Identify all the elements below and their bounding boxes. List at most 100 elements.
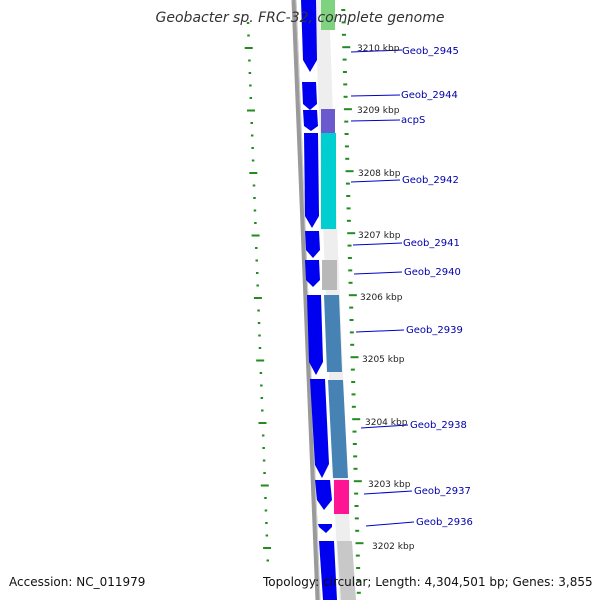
gc-dot (247, 109, 256, 112)
gc-dot (252, 184, 256, 187)
cds-arrow (305, 231, 320, 258)
cog-block (321, 0, 335, 30)
leader-lines (350, 49, 415, 527)
gc-dot (256, 284, 259, 287)
cog-block (334, 480, 349, 514)
leader-line (350, 119, 401, 122)
map-title: Geobacter sp. FRC-32, complete genome (155, 10, 445, 26)
gc-dot (257, 322, 261, 324)
accession-label: Accession: NC_011979 (9, 575, 146, 589)
leader-line (365, 521, 415, 527)
kbp-label: 3206 kbp (360, 293, 403, 303)
gc-dot (262, 459, 266, 462)
gene-label[interactable]: Geob_2944 (401, 90, 458, 101)
gc-dot (253, 197, 256, 199)
gc-dot (263, 547, 272, 549)
gc-dot (263, 472, 266, 474)
cog-block (321, 109, 335, 133)
cds-arrow (307, 295, 323, 375)
scale-ticks (341, 9, 364, 594)
forward-strand-track (301, 0, 337, 600)
cds-arrow (319, 541, 337, 600)
gc-dot (259, 372, 263, 374)
gc-dot (260, 484, 269, 487)
gc-dot (244, 47, 253, 49)
kbp-label: 3209 kbp (357, 106, 400, 116)
gc-dot (262, 447, 265, 449)
cog-block (321, 133, 336, 229)
cog-block (322, 260, 337, 290)
gene-label[interactable]: Geob_2936 (416, 517, 473, 528)
gc-dot (261, 434, 265, 437)
gc-dot (266, 559, 270, 562)
gene-label[interactable]: acpS (401, 115, 425, 126)
topology-summary: Topology: circular; Length: 4,304,501 bp… (263, 575, 593, 589)
leader-line (350, 49, 403, 53)
gc-dot (255, 259, 259, 262)
cds-arrow (305, 260, 320, 287)
leader-line (360, 424, 409, 429)
gc-dot (255, 247, 258, 249)
gc-dot (258, 422, 267, 424)
gene-label[interactable]: Geob_2938 (410, 420, 467, 431)
gc-dot (249, 97, 253, 99)
leader-line (363, 490, 413, 495)
cog-track (321, 0, 356, 600)
leader-line (350, 94, 401, 97)
cds-arrow (302, 82, 317, 110)
gc-dot (251, 234, 260, 237)
gc-dot (249, 84, 252, 87)
gc-dot (260, 384, 263, 387)
kbp-label: 3205 kbp (362, 355, 405, 365)
kbp-label: 3203 kbp (368, 480, 411, 490)
gene-label[interactable]: Geob_2940 (404, 267, 461, 278)
gene-label[interactable]: Geob_2942 (402, 175, 459, 186)
gc-dot (256, 359, 265, 362)
gc-dot (251, 147, 254, 149)
gc-dot (246, 22, 250, 24)
cog-block (337, 541, 356, 600)
cds-arrow (318, 524, 332, 533)
kbp-label: 3204 kbp (365, 418, 408, 428)
kbp-label: 3207 kbp (358, 231, 401, 241)
gene-labels: Geob_2945 Geob_2944 acpS Geob_2942 Geob_… (401, 46, 473, 528)
backbone-ring (291, 0, 321, 600)
gc-dot (264, 497, 267, 499)
gc-dot (253, 297, 262, 299)
gc-dot (253, 209, 257, 212)
cds-arrow (315, 480, 332, 510)
cog-block (324, 295, 342, 372)
gc-dot (261, 409, 264, 412)
leader-line (353, 271, 403, 275)
gc-dot (255, 272, 259, 274)
gc-dot (257, 309, 260, 312)
cog-block (328, 380, 348, 478)
cds-arrow (301, 0, 317, 72)
gc-dot (264, 509, 268, 512)
kbp-label: 3208 kbp (358, 169, 401, 179)
gc-dot (258, 334, 261, 337)
gc-dot (249, 172, 258, 174)
leader-line (352, 242, 403, 246)
gc-dot (248, 72, 252, 74)
kbp-label: 3210 kbp (357, 44, 400, 54)
leader-line (355, 329, 405, 333)
kbp-label: 3202 kbp (372, 542, 415, 552)
gc-skew-track (244, 22, 272, 562)
cds-arrow (310, 379, 329, 478)
gene-label[interactable]: Geob_2945 (402, 46, 459, 57)
leader-line (350, 179, 401, 183)
gene-label[interactable]: Geob_2937 (414, 486, 471, 497)
gene-label[interactable]: Geob_2939 (406, 325, 463, 336)
gc-dot (251, 159, 255, 162)
gc-dot (250, 122, 253, 124)
cds-arrow (303, 110, 318, 131)
gc-dot (254, 222, 257, 224)
gc-dot (248, 59, 251, 62)
gene-label[interactable]: Geob_2941 (403, 238, 460, 249)
gc-dot (265, 522, 268, 524)
gc-dot (258, 347, 262, 349)
cds-arrow (304, 133, 319, 228)
